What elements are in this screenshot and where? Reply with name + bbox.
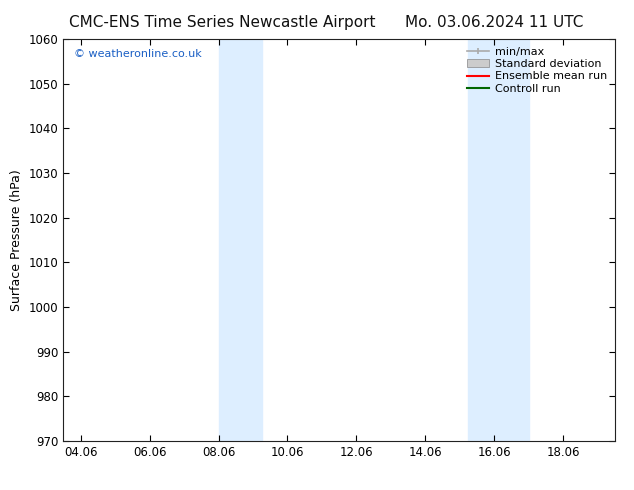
Text: CMC-ENS Time Series Newcastle Airport: CMC-ENS Time Series Newcastle Airport <box>68 15 375 30</box>
Text: © weatheronline.co.uk: © weatheronline.co.uk <box>74 49 202 59</box>
Y-axis label: Surface Pressure (hPa): Surface Pressure (hPa) <box>10 169 23 311</box>
Legend: min/max, Standard deviation, Ensemble mean run, Controll run: min/max, Standard deviation, Ensemble me… <box>465 45 609 96</box>
Bar <box>219 39 262 441</box>
Bar <box>469 39 529 441</box>
Text: Mo. 03.06.2024 11 UTC: Mo. 03.06.2024 11 UTC <box>405 15 584 30</box>
